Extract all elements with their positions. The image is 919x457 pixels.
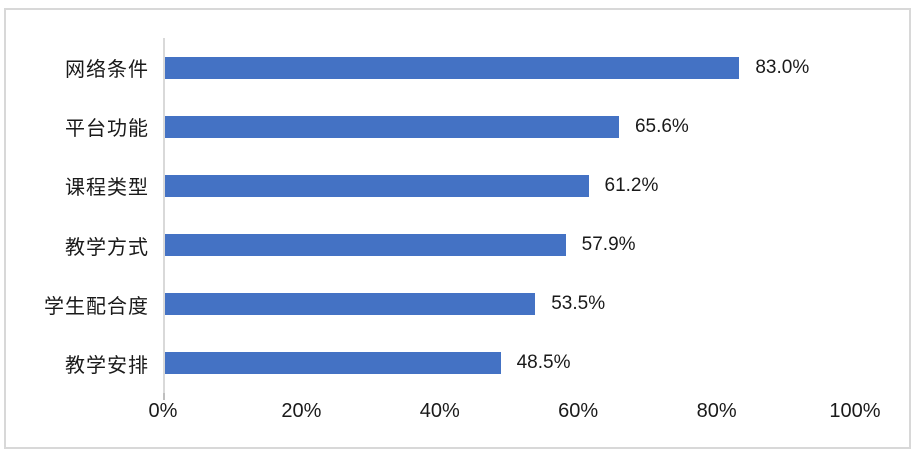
value-label: 83.0%	[755, 56, 810, 78]
chart-frame: 网络条件 平台功能 课程类型 教学方式 学生配合度 教学安排 83.0% 65.…	[4, 8, 911, 449]
bar-row: 61.2%	[165, 156, 857, 215]
category-label: 学生配合度	[44, 295, 149, 318]
value-label: 65.6%	[634, 115, 689, 137]
value-label: 57.9%	[581, 234, 636, 256]
value-label: 48.5%	[516, 352, 571, 374]
x-axis: 0% 20% 40% 60% 80% 100%	[149, 400, 881, 428]
category-axis: 网络条件 平台功能 课程类型 教学方式 学生配合度 教学安排	[6, 38, 163, 393]
bar	[165, 56, 740, 79]
category-label: 教学方式	[65, 236, 149, 259]
x-axis-tick-label: 20%	[281, 400, 322, 422]
x-axis-tick-label: 100%	[829, 400, 881, 422]
x-axis-tick-label: 80%	[696, 400, 737, 422]
category-label: 课程类型	[65, 177, 149, 200]
bar	[165, 115, 619, 138]
bar	[165, 174, 589, 197]
bar	[165, 352, 501, 375]
bar	[165, 293, 536, 316]
bar-row: 83.0%	[165, 38, 857, 97]
bar-row: 65.6%	[165, 97, 857, 156]
bar-row: 53.5%	[165, 275, 857, 334]
bar-row: 48.5%	[165, 334, 857, 393]
category-label: 平台功能	[65, 118, 149, 141]
bar-row: 57.9%	[165, 216, 857, 275]
bar	[165, 234, 566, 257]
x-axis-tick-label: 0%	[148, 400, 178, 422]
x-axis-tick-label: 60%	[558, 400, 599, 422]
category-label: 教学安排	[65, 354, 149, 377]
value-label: 61.2%	[604, 174, 659, 196]
value-label: 53.5%	[551, 293, 606, 315]
plot-area: 83.0% 65.6% 61.2% 57.9% 53.5% 48.5%	[163, 38, 857, 393]
x-axis-tick-label: 40%	[419, 400, 460, 422]
category-label: 网络条件	[65, 59, 149, 82]
axis-tick-mark	[163, 393, 165, 400]
